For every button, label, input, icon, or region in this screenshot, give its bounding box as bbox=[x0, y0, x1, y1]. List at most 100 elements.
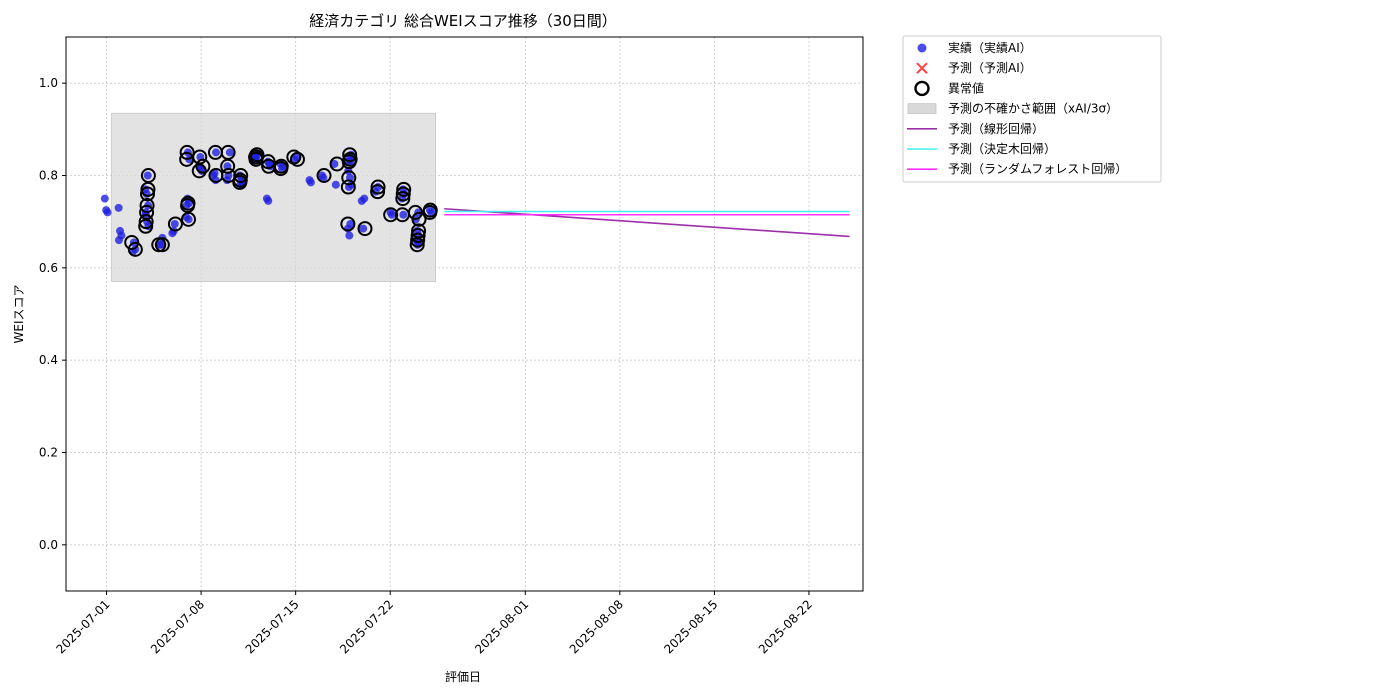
legend-box bbox=[902, 35, 1162, 183]
actual-point bbox=[359, 224, 368, 233]
actual-point bbox=[103, 208, 112, 217]
x-tick-label: 2025-08-22 bbox=[756, 597, 815, 656]
forecast-lines-layer bbox=[444, 207, 850, 238]
anomaly-marker bbox=[383, 207, 399, 223]
anomaly-marker bbox=[370, 184, 386, 200]
legend-actual-swatch bbox=[917, 43, 927, 53]
anomaly-marker bbox=[232, 174, 248, 190]
actual-point bbox=[345, 231, 354, 240]
legend-label: 予測（予測AI） bbox=[948, 61, 1032, 75]
legend-label: 予測（ランダムフォレスト回帰） bbox=[948, 161, 1127, 176]
x-axis-ticks: 2025-07-01 2025-07-08 2025-07-15 2025-07-22… bbox=[53, 591, 815, 656]
legend-label: 異常値 bbox=[948, 80, 984, 95]
anomaly-marker bbox=[370, 179, 386, 195]
y-axis-ticks: 0.0 0.2 0.4 0.6 0.8 1.0 bbox=[39, 76, 66, 552]
y-axis-label: WEIスコア bbox=[12, 285, 26, 344]
anomaly-marker bbox=[340, 216, 356, 232]
anomaly-marker bbox=[233, 168, 249, 183]
anomaly-marker bbox=[273, 161, 289, 177]
anomaly-marker bbox=[289, 151, 305, 167]
anomaly-marker bbox=[138, 214, 154, 230]
actual-point bbox=[330, 159, 339, 168]
anomaly-marker bbox=[140, 181, 156, 197]
anomaly-marker bbox=[341, 170, 357, 186]
actual-point bbox=[331, 180, 340, 189]
anomaly-marker bbox=[260, 154, 276, 170]
anomaly-marker bbox=[316, 168, 332, 183]
actual-point bbox=[114, 203, 123, 212]
x-axis-label: 評価日 bbox=[445, 669, 481, 684]
actual-point bbox=[211, 148, 220, 157]
legend-label: 予測の不確かさ範囲（xAI/3σ） bbox=[948, 101, 1118, 116]
y-tick-label: 0.8 bbox=[39, 169, 58, 183]
anomaly-marker bbox=[410, 232, 426, 248]
anomaly-marker bbox=[409, 237, 425, 253]
legend-uncertainty-swatch bbox=[907, 103, 937, 114]
legend-label: 予測（線形回帰） bbox=[948, 121, 1044, 136]
anomaly-marker bbox=[340, 179, 356, 195]
actual-point bbox=[278, 164, 287, 173]
legend-anomaly-swatch bbox=[914, 80, 930, 97]
anomaly-marker bbox=[395, 186, 411, 202]
legend-label: 予測（決定木回帰） bbox=[948, 141, 1056, 156]
actual-point bbox=[319, 173, 328, 182]
anomaly-marker bbox=[220, 158, 236, 174]
actual-point bbox=[399, 210, 408, 219]
actual-point bbox=[290, 155, 299, 164]
x-tick-label: 2025-08-01 bbox=[472, 597, 531, 656]
actual-point bbox=[170, 219, 179, 228]
anomaly-marker bbox=[248, 149, 264, 165]
actual-point bbox=[427, 208, 436, 217]
actual-point bbox=[100, 194, 109, 203]
actual-point bbox=[114, 236, 123, 245]
plot-area-frame bbox=[65, 36, 864, 592]
anomaly-marker bbox=[410, 228, 426, 244]
x-tick-label: 2025-07-08 bbox=[148, 597, 207, 656]
actual-point bbox=[357, 196, 366, 205]
anomaly-marker bbox=[127, 241, 143, 257]
anomaly-marker bbox=[167, 216, 183, 232]
anomaly-marker bbox=[395, 191, 411, 207]
x-tick-label: 2025-07-22 bbox=[337, 597, 396, 656]
anomaly-marker bbox=[140, 186, 156, 202]
actual-points-layer bbox=[100, 148, 436, 256]
anomaly-marker bbox=[407, 204, 423, 220]
anomaly-marker bbox=[191, 163, 207, 179]
actual-point bbox=[306, 178, 315, 187]
x-tick-label: 2025-08-08 bbox=[567, 597, 626, 656]
y-tick-label: 0.6 bbox=[39, 261, 58, 275]
anomaly-marker bbox=[124, 234, 140, 250]
anomaly-marker bbox=[195, 158, 211, 174]
y-tick-label: 0.0 bbox=[39, 538, 58, 552]
actual-point bbox=[210, 169, 219, 178]
anomaly-marker bbox=[138, 218, 154, 234]
y-tick-label: 1.0 bbox=[39, 76, 58, 90]
actual-point bbox=[225, 148, 234, 157]
legend-label: 実績（実績AI） bbox=[948, 40, 1032, 55]
anomaly-marker bbox=[154, 237, 170, 253]
anomaly-marker bbox=[342, 147, 358, 163]
anomaly-marker bbox=[357, 221, 373, 237]
x-tick-label: 2025-07-01 bbox=[53, 597, 112, 656]
anomaly-marker bbox=[411, 211, 427, 227]
anomaly-marker bbox=[179, 144, 195, 160]
anomaly-marker bbox=[341, 154, 357, 170]
actual-point bbox=[265, 159, 274, 168]
actual-point bbox=[143, 171, 152, 180]
actual-point bbox=[387, 210, 396, 219]
y-tick-label: 0.2 bbox=[39, 446, 58, 460]
actual-point bbox=[155, 240, 164, 249]
uncertainty-band-layer bbox=[111, 112, 437, 282]
x-tick-label: 2025-08-15 bbox=[661, 597, 720, 656]
anomaly-marker bbox=[180, 198, 196, 214]
anomaly-markers-layer bbox=[124, 144, 438, 257]
anomaly-marker bbox=[422, 204, 438, 220]
chart-title: 経済カテゴリ 総合WEIスコア推移（30日間） bbox=[309, 12, 617, 30]
legend-forecast-ai-swatch bbox=[916, 62, 928, 74]
actual-point bbox=[264, 196, 273, 205]
anomaly-marker bbox=[396, 181, 412, 197]
anomaly-marker bbox=[139, 198, 155, 214]
